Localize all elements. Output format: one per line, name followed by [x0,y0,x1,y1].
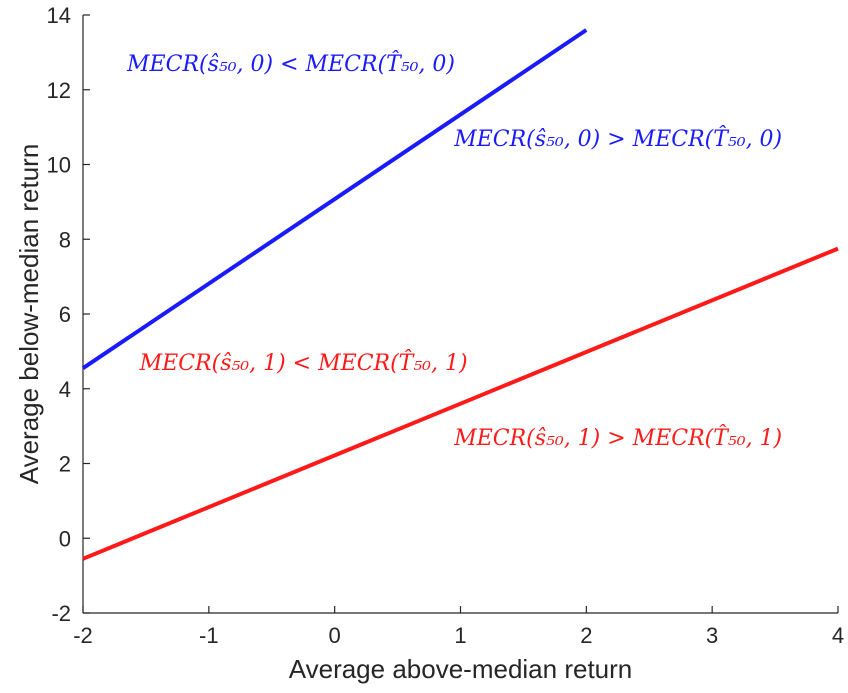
region-annotation-4: MECR(ŝ₅₀, 1) > MECR(T̂₅₀, 1) [453,425,782,451]
y-tick-label: 10 [47,153,71,178]
x-tick-label: 2 [580,623,592,648]
region-annotation-2: MECR(ŝ₅₀, 0) > MECR(T̂₅₀, 0) [453,126,782,152]
series-line-2 [82,246,839,561]
x-tick-label: 0 [329,623,341,648]
y-ticks: -2 0 2 4 6 8 10 12 14 [47,3,90,626]
region-annotation-1: MECR(ŝ₅₀, 0) < MECR(T̂₅₀, 0) [126,51,455,77]
x-ticks: -2 -1 0 1 2 3 4 [73,606,844,648]
x-axis-title: Average above-median return [289,654,633,684]
y-tick-label: 6 [59,302,71,327]
x-tick-label: 1 [454,623,466,648]
y-tick-label: 0 [59,526,71,551]
annotation-layer: MECR(ŝ₅₀, 0) < MECR(T̂₅₀, 0) MECR(ŝ₅₀, 0)… [126,51,782,451]
y-tick-label: 4 [59,377,71,402]
x-tick-label: -1 [199,623,219,648]
y-tick-label: 2 [59,452,71,477]
y-tick-label: 14 [47,3,71,28]
y-axis-title: Average below-median return [14,144,44,485]
axes [82,15,838,614]
series-line-1 [81,28,588,370]
region-annotation-3: MECR(ŝ₅₀, 1) < MECR(T̂₅₀, 1) [139,350,468,376]
y-tick-label: 12 [47,78,71,103]
x-tick-label: 3 [706,623,718,648]
x-tick-label: 4 [832,623,844,648]
y-tick-label: 8 [59,227,71,252]
series-layer [81,28,839,561]
y-tick-label: -2 [51,601,71,626]
x-tick-label: -2 [73,623,93,648]
